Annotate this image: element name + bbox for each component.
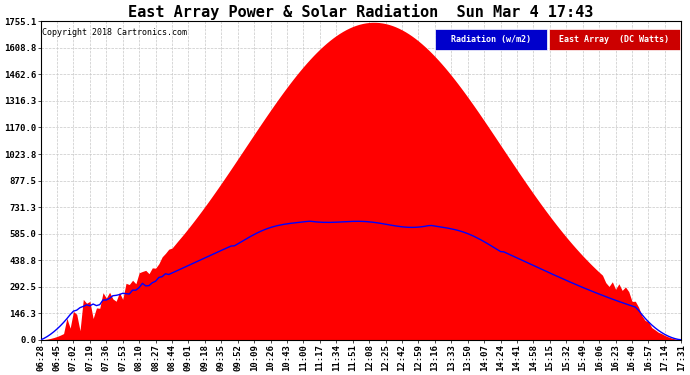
Title: East Array Power & Solar Radiation  Sun Mar 4 17:43: East Array Power & Solar Radiation Sun M… [128,4,593,20]
Text: Radiation (w/m2): Radiation (w/m2) [451,35,531,44]
FancyBboxPatch shape [435,29,546,50]
Text: Copyright 2018 Cartronics.com: Copyright 2018 Cartronics.com [42,28,187,37]
Text: East Array  (DC Watts): East Array (DC Watts) [560,35,669,44]
FancyBboxPatch shape [549,29,680,50]
